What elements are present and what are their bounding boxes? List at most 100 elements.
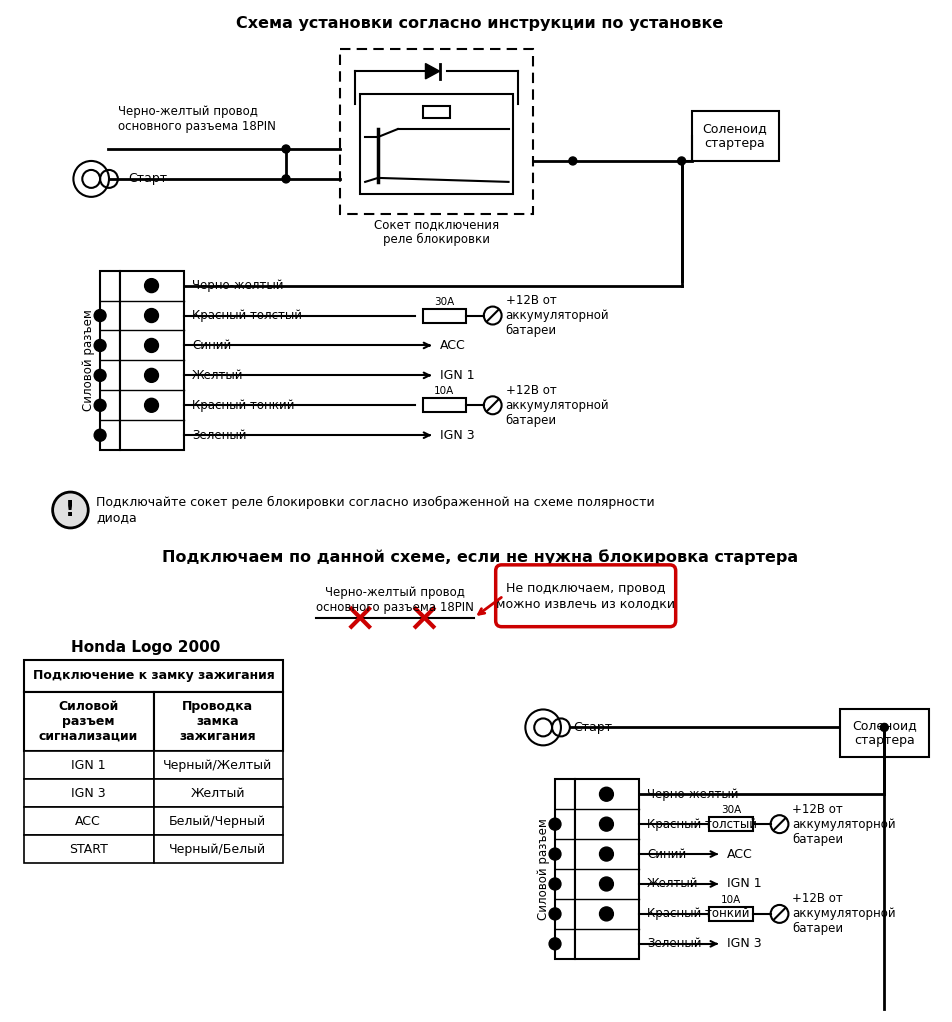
Circle shape	[600, 907, 613, 921]
Text: Желтый: Желтый	[192, 369, 244, 382]
Text: Черно-желтый провод
основного разъема 18PIN: Черно-желтый провод основного разъема 18…	[118, 105, 276, 133]
Circle shape	[145, 309, 158, 323]
Circle shape	[94, 400, 106, 411]
Circle shape	[569, 157, 577, 165]
Circle shape	[549, 908, 561, 920]
Circle shape	[282, 175, 290, 183]
Bar	[24, 751, 153, 779]
Bar	[709, 818, 753, 831]
Text: Соленоид
стартера: Соленоид стартера	[703, 122, 767, 150]
Text: ACC: ACC	[441, 339, 466, 352]
Bar	[423, 106, 450, 119]
Text: Черно-желтый провод
основного разъема 18PIN: Черно-желтый провод основного разъема 18…	[316, 586, 474, 614]
Circle shape	[549, 819, 561, 830]
Text: IGN 3: IGN 3	[727, 937, 762, 950]
Bar	[423, 399, 466, 412]
Text: +12В от
аккумуляторной
батареи: +12В от аккумуляторной батареи	[792, 802, 896, 845]
Circle shape	[881, 724, 888, 732]
Text: Желтый: Желтый	[647, 878, 699, 890]
Text: Черно-желтый: Черно-желтый	[647, 788, 739, 800]
Text: Не подключаем, провод
можно извлечь из колодки: Не подключаем, провод можно извлечь из к…	[496, 582, 675, 610]
Bar	[24, 807, 153, 835]
Text: Черный/Белый: Черный/Белый	[169, 842, 267, 855]
Text: +12В от
аккумуляторной
батареи: +12В от аккумуляторной батареи	[506, 294, 609, 337]
Text: Желтый: Желтый	[190, 787, 245, 800]
Text: 10A: 10A	[721, 895, 742, 904]
Text: Силовой
разъем
сигнализации: Силовой разъем сигнализации	[39, 700, 138, 743]
Text: Соленоид
стартера: Соленоид стартера	[852, 719, 917, 747]
Circle shape	[94, 429, 106, 442]
Circle shape	[600, 818, 613, 831]
Bar	[24, 659, 283, 692]
Bar	[153, 751, 283, 779]
Text: +12В от
аккумуляторной
батареи: +12В от аккумуляторной батареи	[792, 892, 896, 935]
Bar	[555, 779, 575, 959]
Circle shape	[600, 847, 613, 862]
Circle shape	[94, 339, 106, 352]
Bar	[24, 835, 153, 863]
Text: Старт: Старт	[573, 721, 612, 734]
Text: Проводка
замка
зажигания: Проводка замка зажигания	[180, 700, 256, 743]
Circle shape	[52, 492, 89, 528]
Bar	[153, 779, 283, 807]
Bar	[840, 709, 929, 757]
Circle shape	[600, 787, 613, 801]
FancyBboxPatch shape	[496, 565, 676, 626]
Text: START: START	[69, 842, 108, 855]
Text: 10A: 10A	[434, 386, 454, 397]
Bar	[100, 271, 120, 450]
Text: Синий: Синий	[647, 847, 686, 861]
Bar	[360, 94, 513, 194]
Text: Силовой разъем: Силовой разъем	[537, 818, 549, 920]
Circle shape	[600, 877, 613, 891]
Text: Старт: Старт	[128, 173, 167, 185]
Text: IGN 1: IGN 1	[441, 369, 475, 382]
Circle shape	[549, 878, 561, 890]
Text: 30A: 30A	[721, 805, 742, 816]
Text: ACC: ACC	[75, 815, 101, 828]
Circle shape	[145, 338, 158, 353]
Text: Красный тонкий: Красный тонкий	[192, 399, 294, 412]
Bar	[709, 907, 753, 921]
Text: Подключаем по данной схеме, если не нужна блокировка стартера: Подключаем по данной схеме, если не нужн…	[162, 549, 798, 565]
Circle shape	[145, 368, 158, 382]
Bar	[575, 779, 639, 959]
Text: Красный толстый: Красный толстый	[647, 818, 757, 831]
Bar	[691, 111, 779, 160]
Bar	[153, 807, 283, 835]
Text: Схема установки согласно инструкции по установке: Схема установки согласно инструкции по у…	[236, 15, 724, 31]
Text: !: !	[66, 500, 75, 520]
Polygon shape	[426, 63, 440, 79]
Text: Красный тонкий: Красный тонкий	[647, 908, 749, 921]
Text: Подключение к замку зажигания: Подключение к замку зажигания	[32, 669, 274, 682]
Text: Зеленый: Зеленый	[192, 428, 247, 442]
Bar	[153, 835, 283, 863]
Text: Белый/Черный: Белый/Черный	[169, 815, 267, 828]
Text: Подключайте сокет реле блокировки согласно изображенной на схеме полярности
диод: Подключайте сокет реле блокировки соглас…	[96, 496, 655, 524]
Text: Силовой разъем: Силовой разъем	[82, 310, 95, 411]
Text: IGN 3: IGN 3	[70, 787, 106, 800]
Circle shape	[549, 938, 561, 949]
Text: Красный толстый: Красный толстый	[192, 309, 302, 322]
Text: +12В от
аккумуляторной
батареи: +12В от аккумуляторной батареи	[506, 383, 609, 427]
Circle shape	[145, 279, 158, 292]
Circle shape	[145, 399, 158, 412]
Circle shape	[94, 310, 106, 322]
Text: ACC: ACC	[727, 847, 753, 861]
Text: IGN 3: IGN 3	[441, 428, 475, 442]
Circle shape	[678, 157, 685, 165]
Circle shape	[94, 369, 106, 381]
Text: Черный/Желтый: Черный/Желтый	[163, 758, 272, 772]
Text: Зеленый: Зеленый	[647, 937, 702, 950]
Text: IGN 1: IGN 1	[727, 878, 762, 890]
Bar	[341, 49, 533, 214]
Bar	[24, 779, 153, 807]
Bar	[153, 692, 283, 751]
Text: Сокет подключения
реле блокировки: Сокет подключения реле блокировки	[374, 218, 499, 246]
Text: Honda Logo 2000: Honda Logo 2000	[70, 640, 220, 655]
Text: Черно-желтый: Черно-желтый	[192, 279, 284, 292]
Text: IGN 1: IGN 1	[70, 758, 106, 772]
Bar	[120, 271, 184, 450]
Bar	[423, 309, 466, 323]
Bar	[24, 692, 153, 751]
